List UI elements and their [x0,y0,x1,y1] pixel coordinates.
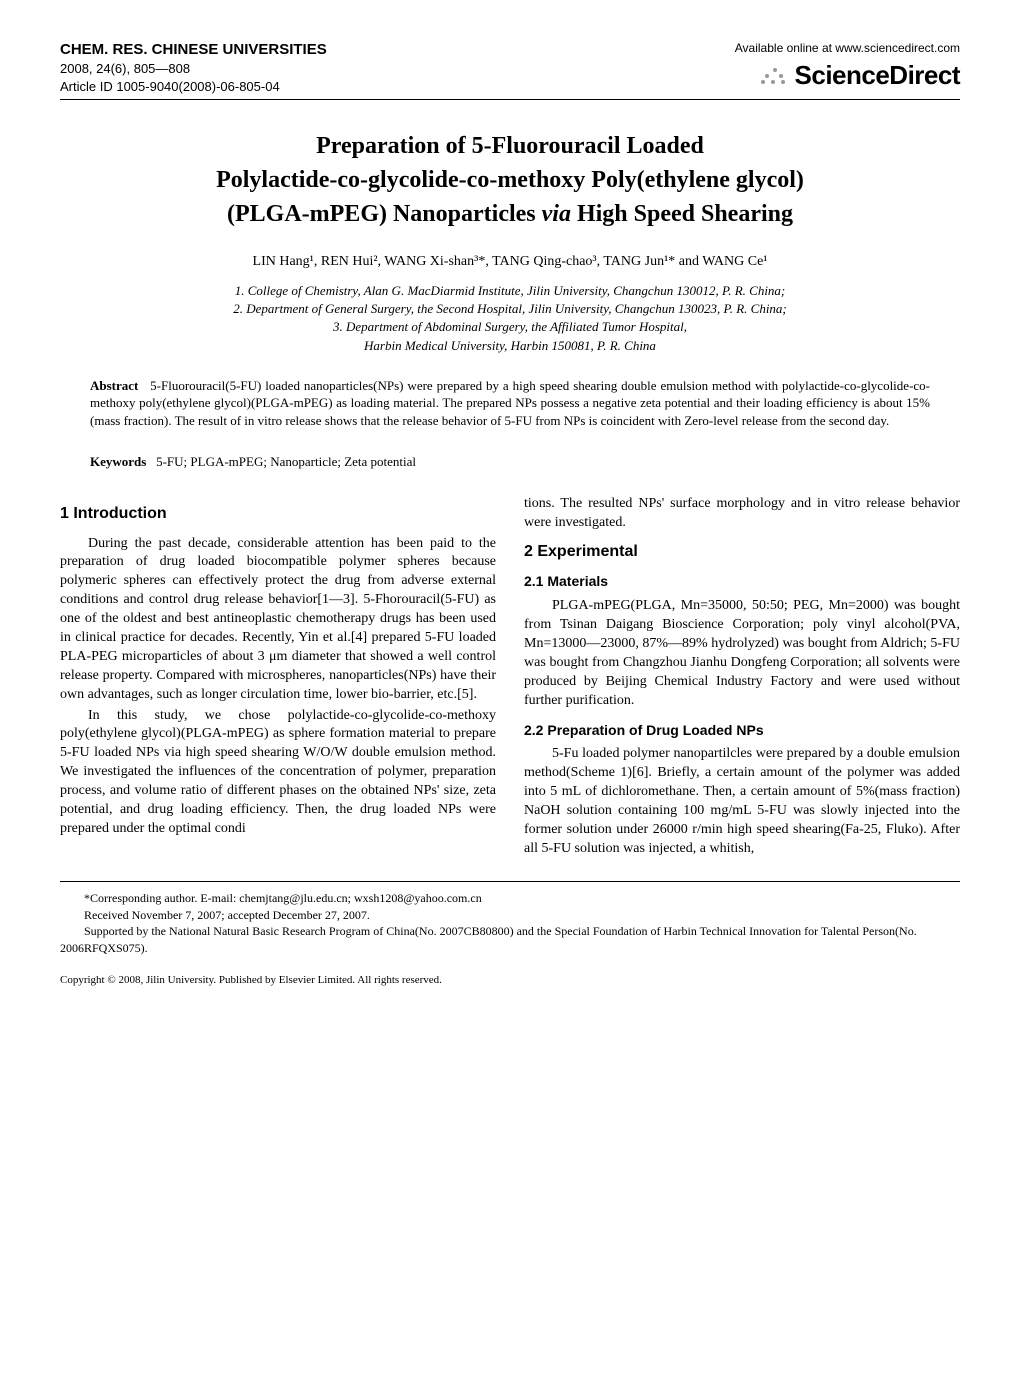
section-2-heading: 2 Experimental [524,541,960,563]
affiliation-1: 1. College of Chemistry, Alan G. MacDiar… [60,282,960,300]
keywords-text: 5-FU; PLGA-mPEG; Nanoparticle; Zeta pote… [156,454,416,469]
intro-paragraph-1: During the past decade, considerable att… [60,535,496,705]
copyright: Copyright © 2008, Jilin University. Publ… [60,973,960,988]
sciencedirect-label: ScienceDirect [795,60,960,90]
article-title: Preparation of 5-Fluorouracil Loaded Pol… [60,130,960,231]
keywords: Keywords 5-FU; PLGA-mPEG; Nanoparticle; … [90,453,930,471]
title-line-1: Preparation of 5-Fluorouracil Loaded [60,130,960,164]
abstract: Abstract 5-Fluorouracil(5-FU) loaded nan… [90,377,930,430]
sciencedirect-dots-icon [761,66,789,88]
section-2-2-heading: 2.2 Preparation of Drug Loaded NPs [524,721,960,740]
keywords-label: Keywords [90,454,146,469]
affiliation-4: Harbin Medical University, Harbin 150081… [60,337,960,355]
title-line-2: Polylactide-co-glycolide-co-methoxy Poly… [60,164,960,198]
right-column: tions. The resulted NPs' surface morphol… [524,495,960,861]
header-right: Available online at www.sciencedirect.co… [735,40,960,93]
page-header: CHEM. RES. CHINESE UNIVERSITIES 2008, 24… [60,40,960,100]
preparation-paragraph: 5-Fu loaded polymer nanopartilcles were … [524,745,960,858]
section-2-1-heading: 2.1 Materials [524,572,960,591]
journal-issue: 2008, 24(6), 805—808 [60,60,327,78]
footnotes: *Corresponding author. E-mail: chemjtang… [60,881,960,957]
affiliation-2: 2. Department of General Surgery, the Se… [60,300,960,318]
support-info: Supported by the National Natural Basic … [60,923,960,957]
intro-paragraph-2-cont: tions. The resulted NPs' surface morphol… [524,495,960,533]
abstract-text: 5-Fluorouracil(5-FU) loaded nanoparticle… [90,378,930,428]
author-list: LIN Hang¹, REN Hui², WANG Xi-shan³*, TAN… [60,253,960,272]
affiliation-3: 3. Department of Abdominal Surgery, the … [60,318,960,336]
corresponding-author: *Corresponding author. E-mail: chemjtang… [60,890,960,907]
title-line-3: (PLGA-mPEG) Nanoparticles via High Speed… [60,198,960,232]
section-1-heading: 1 Introduction [60,503,496,525]
received-date: Received November 7, 2007; accepted Dece… [60,907,960,924]
available-text: Available online at www.sciencedirect.co… [735,40,960,56]
article-id: Article ID 1005-9040(2008)-06-805-04 [60,78,327,96]
body-columns: 1 Introduction During the past decade, c… [60,495,960,861]
intro-paragraph-2: In this study, we chose polylactide-co-g… [60,707,496,839]
journal-name: CHEM. RES. CHINESE UNIVERSITIES [60,40,327,60]
sciencedirect-brand: ScienceDirect [735,58,960,93]
left-column: 1 Introduction During the past decade, c… [60,495,496,861]
affiliations: 1. College of Chemistry, Alan G. MacDiar… [60,282,960,355]
abstract-label: Abstract [90,378,138,393]
header-left: CHEM. RES. CHINESE UNIVERSITIES 2008, 24… [60,40,327,95]
materials-paragraph: PLGA-mPEG(PLGA, Mn=35000, 50:50; PEG, Mn… [524,597,960,710]
